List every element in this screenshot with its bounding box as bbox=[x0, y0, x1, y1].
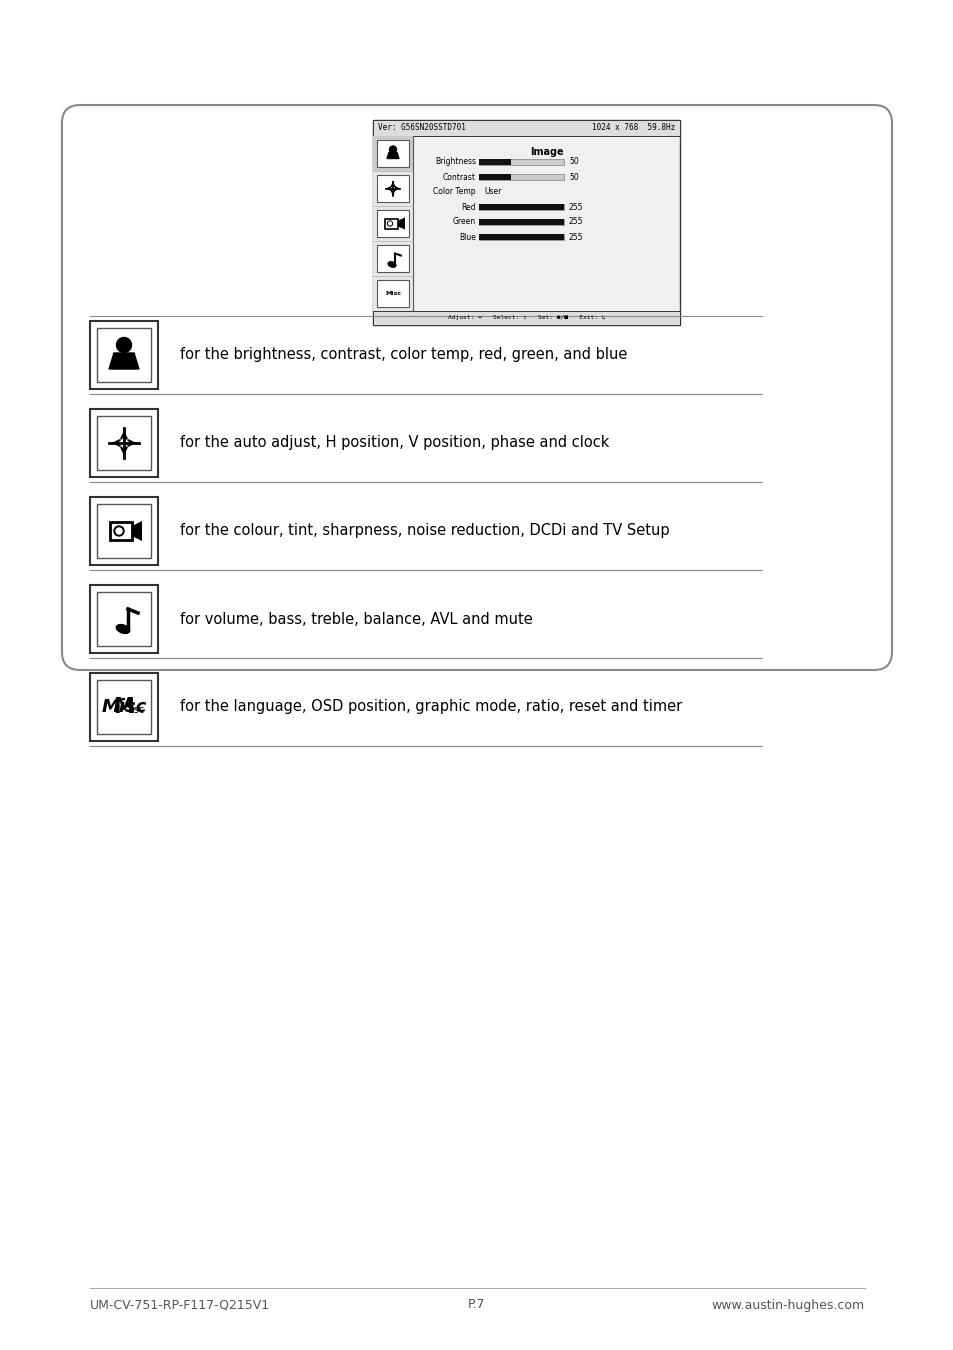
Text: Blue: Blue bbox=[458, 232, 476, 242]
Bar bbox=[373, 136, 413, 310]
Bar bbox=[97, 593, 151, 647]
Polygon shape bbox=[387, 153, 398, 158]
Bar bbox=[373, 136, 413, 171]
Text: 50: 50 bbox=[568, 173, 578, 181]
Text: Color Temp: Color Temp bbox=[433, 188, 476, 197]
Text: Ver: G56SN20SSTD701: Ver: G56SN20SSTD701 bbox=[377, 123, 465, 132]
Text: P.7: P.7 bbox=[468, 1299, 485, 1311]
Ellipse shape bbox=[388, 262, 395, 267]
Bar bbox=[385, 219, 397, 228]
Bar bbox=[90, 585, 158, 653]
Bar bbox=[478, 204, 563, 211]
Bar bbox=[376, 211, 409, 238]
Polygon shape bbox=[132, 521, 142, 541]
Ellipse shape bbox=[116, 625, 130, 633]
Text: Red: Red bbox=[461, 202, 476, 212]
Bar bbox=[376, 140, 409, 167]
Bar bbox=[478, 159, 511, 165]
Text: Misc: Misc bbox=[101, 698, 147, 716]
Bar bbox=[373, 120, 679, 325]
Bar bbox=[478, 219, 563, 225]
Text: Adjust: ⇔   Select: ⇕   Set: ●/■   Exit: ↳: Adjust: ⇔ Select: ⇕ Set: ●/■ Exit: ↳ bbox=[447, 316, 604, 320]
Bar bbox=[97, 504, 151, 558]
Bar bbox=[478, 234, 563, 240]
Bar bbox=[90, 409, 158, 477]
Bar bbox=[110, 522, 132, 540]
Bar bbox=[478, 219, 563, 225]
Bar bbox=[373, 120, 679, 136]
Bar bbox=[373, 310, 679, 325]
Circle shape bbox=[387, 221, 392, 225]
Circle shape bbox=[113, 526, 124, 536]
Text: for volume, bass, treble, balance, AVL and mute: for volume, bass, treble, balance, AVL a… bbox=[180, 612, 532, 626]
Text: User: User bbox=[483, 188, 501, 197]
Bar bbox=[478, 159, 563, 165]
Bar bbox=[97, 680, 151, 734]
Bar bbox=[376, 176, 409, 202]
Text: Image: Image bbox=[529, 147, 562, 157]
Circle shape bbox=[116, 528, 122, 535]
Bar bbox=[478, 174, 563, 180]
Text: Contrast: Contrast bbox=[442, 173, 476, 181]
Circle shape bbox=[116, 338, 132, 352]
Text: 255: 255 bbox=[568, 202, 583, 212]
Bar bbox=[376, 279, 409, 306]
Text: isc: isc bbox=[131, 705, 144, 716]
Bar bbox=[478, 174, 511, 180]
Bar bbox=[478, 234, 563, 240]
Text: Misc: Misc bbox=[385, 292, 400, 296]
Text: Brightness: Brightness bbox=[435, 158, 476, 166]
Text: UM-CV-751-RP-F117-Q215V1: UM-CV-751-RP-F117-Q215V1 bbox=[90, 1299, 270, 1311]
Circle shape bbox=[388, 221, 391, 225]
Text: for the brightness, contrast, color temp, red, green, and blue: for the brightness, contrast, color temp… bbox=[180, 347, 627, 363]
Text: for the colour, tint, sharpness, noise reduction, DCDi and TV Setup: for the colour, tint, sharpness, noise r… bbox=[180, 524, 669, 539]
Text: for the auto adjust, H position, V position, phase and clock: for the auto adjust, H position, V posit… bbox=[180, 436, 609, 451]
Text: 255: 255 bbox=[568, 217, 583, 227]
Text: 1024 x 768  59.8Hz: 1024 x 768 59.8Hz bbox=[591, 123, 675, 132]
Bar bbox=[90, 674, 158, 741]
Polygon shape bbox=[397, 217, 405, 230]
Bar bbox=[376, 244, 409, 271]
Bar bbox=[90, 497, 158, 566]
Text: for the language, OSD position, graphic mode, ratio, reset and timer: for the language, OSD position, graphic … bbox=[180, 699, 681, 714]
FancyBboxPatch shape bbox=[62, 105, 891, 670]
Bar bbox=[97, 328, 151, 382]
Circle shape bbox=[389, 146, 396, 153]
Bar bbox=[90, 321, 158, 389]
Text: www.austin-hughes.com: www.austin-hughes.com bbox=[711, 1299, 864, 1311]
Text: M: M bbox=[113, 697, 134, 717]
Polygon shape bbox=[109, 352, 139, 369]
Bar bbox=[97, 416, 151, 470]
Bar bbox=[478, 204, 563, 211]
Text: 50: 50 bbox=[568, 158, 578, 166]
Text: 255: 255 bbox=[568, 232, 583, 242]
Text: Green: Green bbox=[453, 217, 476, 227]
